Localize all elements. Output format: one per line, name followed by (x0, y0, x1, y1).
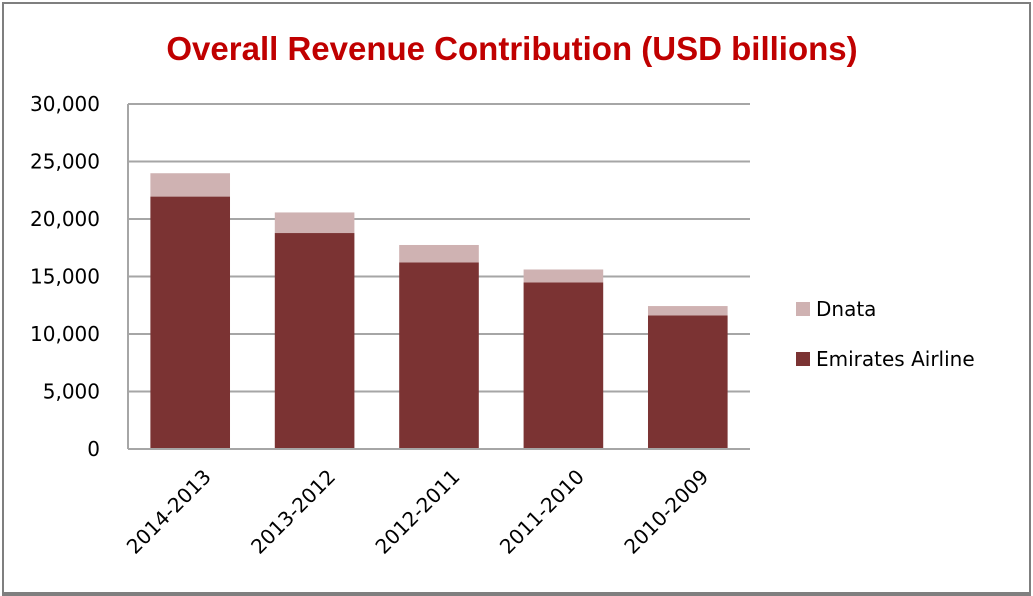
y-tick-label: 20,000 (30, 207, 100, 231)
x-tick-label: 2012-2011 (370, 465, 464, 559)
bar-emirates-airline-2010-2009 (647, 315, 728, 449)
y-tick-label: 5,000 (43, 380, 100, 404)
legend-swatch-emirates-airline (796, 352, 810, 366)
bar-emirates-airline-2011-2010 (523, 282, 604, 449)
bar-dnata-2012-2011 (399, 244, 479, 263)
x-tick-label: 2013-2012 (246, 465, 340, 559)
legend-label: Dnata (816, 297, 876, 321)
bar-dnata-2011-2010 (523, 269, 604, 283)
x-tick-label: 2011-2010 (495, 465, 589, 559)
legend-swatch-dnata (796, 302, 810, 316)
bar-emirates-airline-2013-2012 (274, 233, 355, 449)
y-tick-label: 15,000 (30, 265, 100, 289)
y-tick-label: 25,000 (30, 150, 100, 174)
x-tick-label: 2014-2013 (122, 465, 216, 559)
x-axis-ticks: 2014-2013 2013-2012 2012-2011 2011-2010 2010… (122, 465, 714, 559)
y-tick-label: 10,000 (30, 322, 100, 346)
bar-dnata-2014-2013 (150, 173, 231, 197)
legend-label: Emirates Airline (816, 347, 975, 371)
bar-dnata-2010-2009 (647, 306, 728, 316)
x-tick-label: 2010-2009 (619, 465, 713, 559)
y-tick-label: 30,000 (30, 92, 100, 116)
chart-title: Overall Revenue Contribution (USD billio… (166, 30, 857, 67)
y-axis-ticks: 0 5,000 10,000 15,000 20,000 25,000 30,000 (30, 92, 100, 461)
bar-emirates-airline-2014-2013 (150, 196, 231, 449)
bar-dnata-2013-2012 (274, 212, 355, 234)
bars (150, 173, 728, 449)
y-tick-label: 0 (87, 437, 100, 461)
legend: Dnata Emirates Airline (796, 297, 975, 371)
axes (127, 104, 750, 450)
bar-emirates-airline-2012-2011 (399, 262, 479, 449)
